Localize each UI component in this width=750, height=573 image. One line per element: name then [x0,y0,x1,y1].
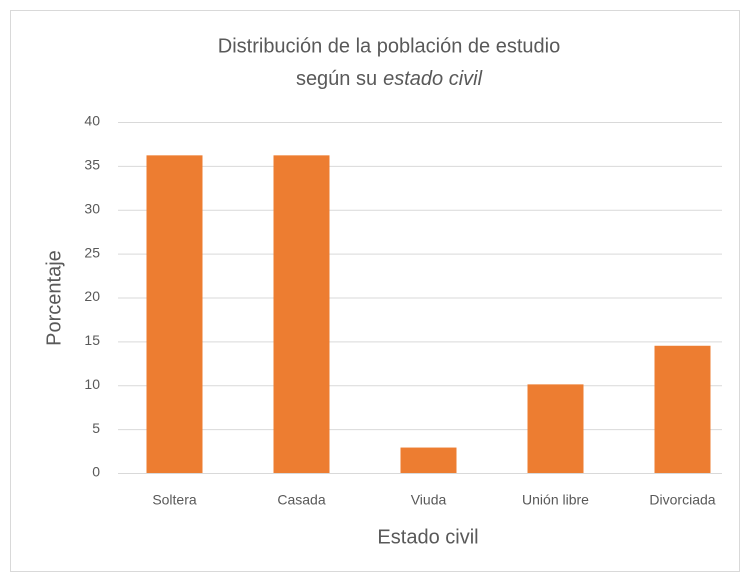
y-tick-label: 40 [84,113,100,129]
x-tick-label: Casada [277,492,325,508]
x-tick-label: Unión libre [522,492,589,508]
y-tick-label: 20 [84,288,100,304]
chart-frame [10,10,740,572]
y-axis-title: Porcentaje [43,250,65,346]
x-tick-label: Soltera [152,492,197,508]
y-tick-label: 15 [84,332,100,348]
chart-title-line2: según su estado civil [296,68,483,90]
y-tick-label: 35 [84,157,100,173]
bar [146,155,203,473]
chart-title-italic: estado civil [383,68,482,90]
bar [400,447,457,473]
chart-title: Distribución de la población de estudio [218,35,560,57]
x-tick-label: Viuda [411,492,447,508]
chart-title-part: según su [296,68,377,90]
bar [273,155,330,473]
x-axis-title: Estado civil [377,526,478,548]
y-tick-label: 25 [84,244,100,260]
y-tick-label: 10 [84,376,100,392]
y-tick-label: 0 [92,464,100,480]
bar [527,384,584,473]
bar [654,345,711,473]
y-tick-label: 30 [84,200,100,216]
y-tick-label: 5 [92,420,100,436]
x-tick-label: Divorciada [649,492,715,508]
